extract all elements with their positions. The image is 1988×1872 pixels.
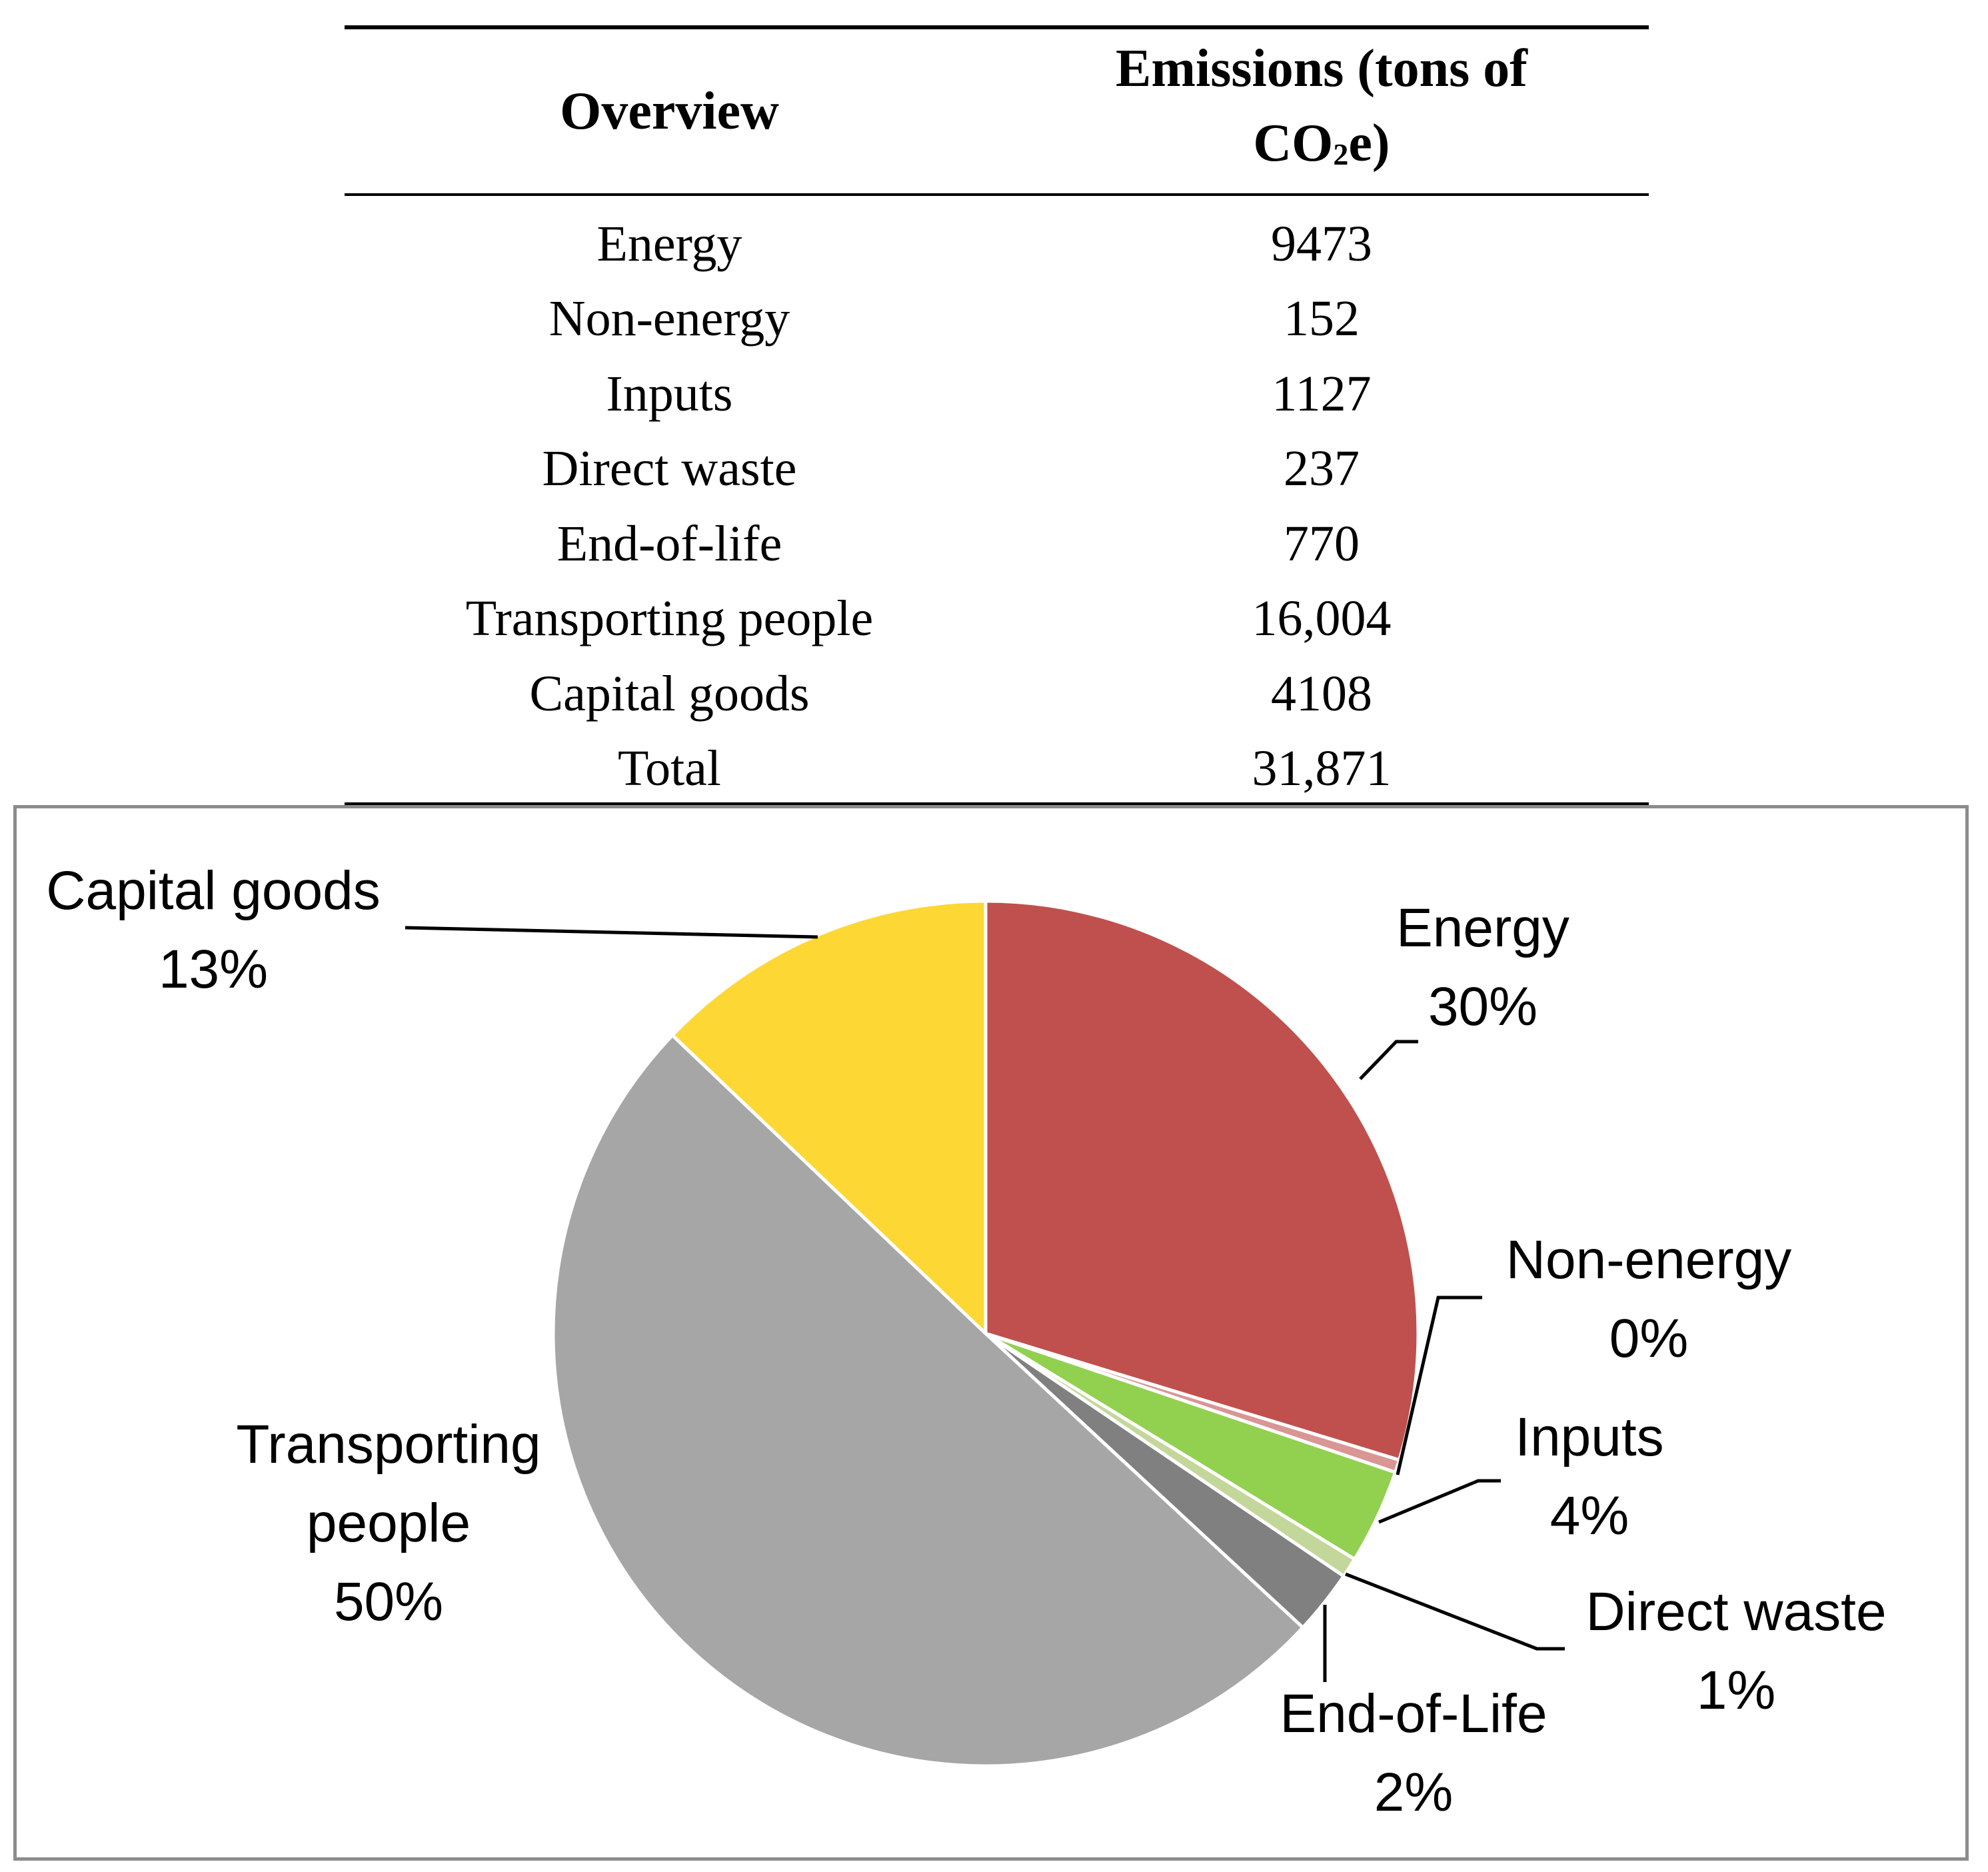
row-label: Total [617,740,722,797]
row-label: Direct waste [542,441,797,497]
table-row: Direct waste 237 [345,432,1649,507]
table-row: Inputs 1127 [345,357,1649,432]
data-label-energy: Energy 30% [1396,898,1569,1037]
row-label: Energy [596,215,742,272]
data-label-capital-goods: Capital goods 13% [46,860,380,1000]
row-value: 31,871 [1252,740,1392,797]
header-emissions-text: Emissions (tons of CO2e) [1116,39,1527,173]
row-label: Inputs [606,365,733,422]
leader-line-non-energy [1396,1296,1482,1475]
row-label: Capital goods [529,665,810,722]
row-value: 1127 [1272,365,1372,422]
row-value: 770 [1284,515,1360,572]
table-bottom-rule [345,802,1649,807]
row-value: 237 [1284,441,1360,497]
table-body: Energy 9473 Non-energy 152 Inputs 1127 D… [345,207,1649,806]
table-row-total: Total 31,871 [345,732,1649,807]
data-label-non-energy: Non-energy 0% [1506,1230,1791,1369]
table-row: Non-energy 152 [345,282,1649,357]
data-label-direct-waste: Direct waste 1% [1585,1581,1886,1721]
data-label-inputs: Inputs 4% [1515,1407,1663,1546]
row-value: 4108 [1271,665,1372,722]
row-label: Transporting people [465,590,874,647]
slice-energy [984,899,1420,1462]
data-label-end-of-life: End-of-Life 2% [1280,1683,1547,1823]
leader-line-inputs [1378,1479,1501,1524]
table-row: Capital goods 4108 [345,656,1649,732]
header-overview: Overview [345,29,994,193]
table-header-rule [345,193,1649,196]
table-row: Transporting people 16,004 [345,582,1649,657]
row-label: Non-energy [548,291,790,347]
row-label: End-of-life [556,515,782,572]
data-label-transporting-people: Transporting people 50% [236,1414,540,1632]
slice-transporting-people [551,1033,1305,1768]
leader-line-direct-waste [1345,1572,1565,1651]
table-row: Energy 9473 [345,207,1649,282]
row-value: 152 [1284,291,1360,347]
table-row: End-of-life 770 [345,506,1649,582]
header-emissions: Emissions (tons of CO2e) [994,29,1649,193]
leader-line-capital-goods [405,926,818,939]
row-value: 16,004 [1252,590,1392,647]
table-top-rule [345,25,1649,29]
header-overview-text: Overview [560,82,779,141]
leader-line-energy [1359,1040,1418,1080]
row-value: 9473 [1271,215,1372,272]
